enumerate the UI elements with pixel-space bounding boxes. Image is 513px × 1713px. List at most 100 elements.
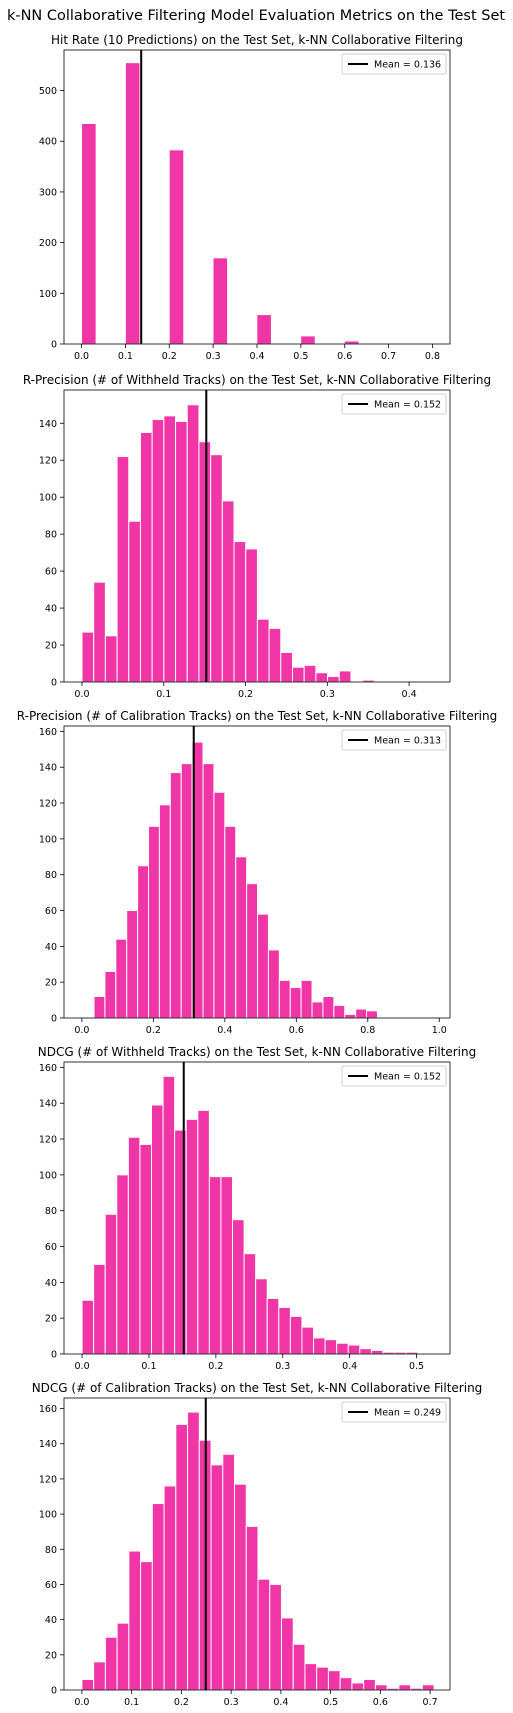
histogram-bar xyxy=(313,1337,326,1355)
histogram-bar xyxy=(304,1663,318,1691)
x-tick-label: 0.3 xyxy=(206,351,221,362)
x-tick-label: 0.0 xyxy=(74,351,89,362)
histogram-bar xyxy=(163,415,177,683)
histogram-bar xyxy=(257,913,269,1019)
panel-title: NDCG (# of Withheld Tracks) on the Test … xyxy=(38,1045,477,1059)
axes-frame xyxy=(63,1397,451,1691)
histogram-bar xyxy=(212,257,229,345)
histogram-bar xyxy=(197,1109,210,1355)
histogram-bar xyxy=(93,1661,106,1691)
histogram-bar xyxy=(151,419,165,683)
histogram-bar xyxy=(291,666,305,683)
histogram-bar xyxy=(234,1483,247,1691)
histogram-bar xyxy=(116,1622,130,1691)
x-tick-label: 0.1 xyxy=(118,351,133,362)
histogram-bar xyxy=(168,149,185,345)
y-tick-label: 120 xyxy=(39,456,57,467)
histogram-bar xyxy=(175,1423,189,1691)
histogram-bar xyxy=(202,763,215,1019)
x-tick-label: 0.5 xyxy=(323,1697,338,1708)
y-tick-label: 0 xyxy=(51,340,57,351)
y-tick-label: 140 xyxy=(39,1099,57,1110)
x-tick-label: 0.0 xyxy=(74,689,89,700)
y-tick-label: 20 xyxy=(45,1314,57,1325)
y-tick-label: 20 xyxy=(45,978,57,989)
y-tick-label: 120 xyxy=(39,1135,57,1146)
histogram-panel-3: R-Precision (# of Calibration Tracks) on… xyxy=(17,709,497,1036)
histogram-bar xyxy=(343,340,360,345)
x-tick-label: 0.4 xyxy=(273,1697,288,1708)
histogram-bar xyxy=(198,441,212,683)
histogram-bar xyxy=(374,1684,388,1691)
x-tick-label: 0.0 xyxy=(75,1361,90,1372)
x-tick-label: 0.1 xyxy=(156,689,171,700)
panel-title: NDCG (# of Calibration Tracks) on the Te… xyxy=(32,1381,483,1395)
x-tick-label: 0.7 xyxy=(381,351,396,362)
histogram-bar xyxy=(256,618,270,683)
histogram-bar xyxy=(81,1678,95,1691)
y-tick-label: 500 xyxy=(39,86,57,97)
histogram-bar xyxy=(187,1411,200,1691)
histogram-bar xyxy=(266,1297,280,1355)
y-tick-label: 80 xyxy=(45,530,57,541)
histogram-bar xyxy=(327,675,340,683)
axes-frame xyxy=(63,49,451,345)
y-tick-label: 120 xyxy=(39,1474,57,1485)
histogram-bar xyxy=(245,1525,259,1691)
y-tick-label: 60 xyxy=(45,1242,57,1253)
y-tick-label: 80 xyxy=(45,870,57,881)
x-tick-label: 0.6 xyxy=(337,351,352,362)
histogram-bar xyxy=(347,1344,361,1355)
histogram-bar xyxy=(210,1464,224,1691)
histogram-bar xyxy=(127,1136,141,1355)
x-tick-label: 1.0 xyxy=(432,1025,447,1036)
histogram-bar xyxy=(186,404,200,683)
legend: Mean = 0.152 xyxy=(341,1065,447,1087)
legend-label: Mean = 0.152 xyxy=(374,1072,441,1083)
histogram-bar xyxy=(245,548,258,683)
histogram-bar xyxy=(327,1670,341,1691)
legend-label: Mean = 0.136 xyxy=(374,60,441,71)
histogram-bar xyxy=(398,1684,412,1691)
x-tick-label: 0.2 xyxy=(162,351,177,362)
histogram-bar xyxy=(289,987,302,1019)
histogram-bar xyxy=(278,979,291,1019)
histogram-bar xyxy=(370,1349,384,1355)
x-tick-label: 0.4 xyxy=(217,1025,232,1036)
histogram-bar xyxy=(175,420,188,683)
panel-title: R-Precision (# of Calibration Tracks) on… xyxy=(17,709,497,723)
histogram-bar xyxy=(222,1453,236,1691)
histogram-bar xyxy=(116,456,130,683)
y-tick-label: 0 xyxy=(51,1686,57,1697)
histogram-bar xyxy=(292,1643,306,1691)
histogram-bar xyxy=(363,1678,376,1691)
x-tick-label: 0.4 xyxy=(402,689,417,700)
y-tick-label: 140 xyxy=(39,1439,57,1450)
histogram-bar xyxy=(339,1677,353,1691)
histogram-bar xyxy=(163,1485,177,1691)
histogram-bar xyxy=(104,970,117,1019)
histogram-panel-1: Hit Rate (10 Predictions) on the Test Se… xyxy=(39,33,463,362)
legend-box xyxy=(341,53,447,75)
x-tick-label: 0.6 xyxy=(289,1025,304,1036)
histogram-bar xyxy=(81,1299,95,1355)
histogram-bar xyxy=(359,1348,372,1355)
histogram-bar xyxy=(210,454,223,683)
y-tick-label: 100 xyxy=(39,493,57,504)
histogram-bar xyxy=(301,1326,315,1355)
histogram-bar xyxy=(128,520,141,683)
panel-title: R-Precision (# of Withheld Tracks) on th… xyxy=(23,373,491,387)
x-tick-label: 0.1 xyxy=(124,1697,139,1708)
histogram-bar xyxy=(233,541,247,683)
histogram-bar xyxy=(93,581,106,683)
histogram-bar xyxy=(128,1550,142,1691)
histogram-bar xyxy=(269,1583,282,1691)
histogram-bar xyxy=(351,1682,365,1691)
y-tick-label: 100 xyxy=(39,1510,57,1521)
y-tick-label: 140 xyxy=(39,763,57,774)
histogram-bar xyxy=(221,500,235,683)
y-tick-label: 400 xyxy=(39,137,57,148)
axes-frame xyxy=(63,725,451,1019)
y-tick-label: 40 xyxy=(45,1615,57,1626)
